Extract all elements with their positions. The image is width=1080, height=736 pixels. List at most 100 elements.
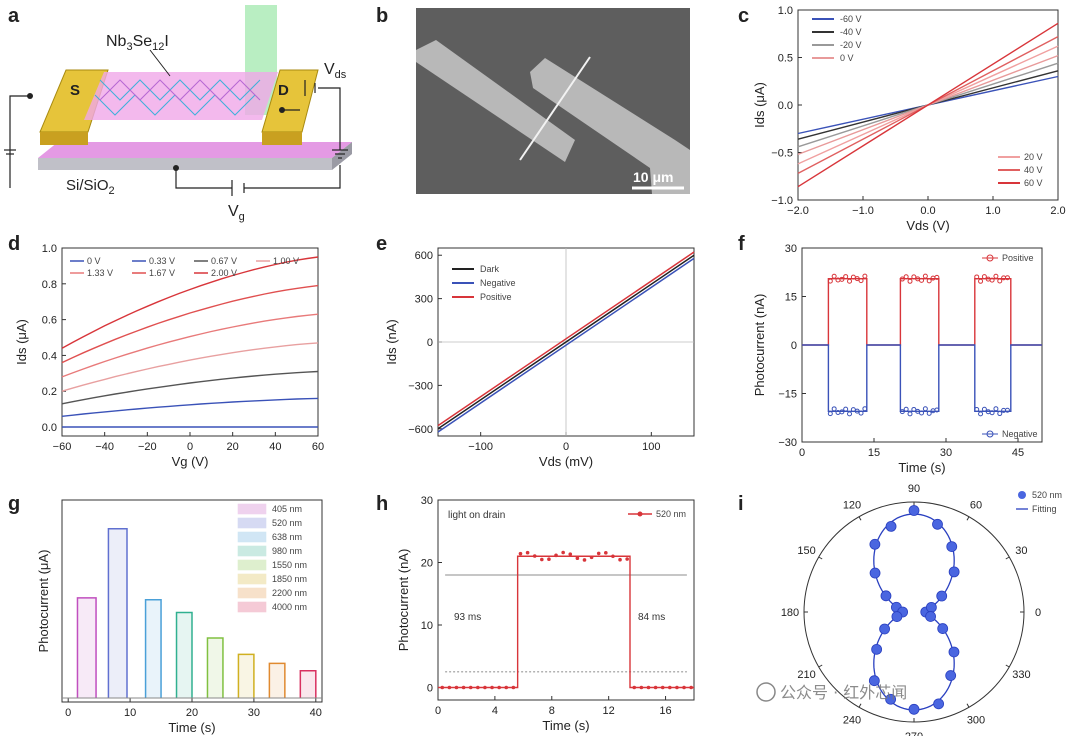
data-marker	[554, 553, 558, 558]
y-tick-label: 0.0	[42, 422, 57, 434]
data-marker	[653, 685, 658, 690]
data-point	[932, 518, 943, 530]
data-marker	[978, 278, 984, 284]
y-tick-label: −1.0	[771, 195, 793, 207]
data-marker	[978, 411, 984, 417]
data-point	[946, 541, 958, 553]
series-line	[437, 257, 695, 433]
panel-letter-b: b	[376, 5, 388, 27]
sem-electrode-left	[416, 40, 575, 162]
data-marker	[847, 411, 853, 417]
data-point	[925, 611, 936, 622]
pulse-fill	[108, 528, 127, 698]
legend-label: -20 V	[840, 40, 862, 50]
sem-image: 10 μm	[416, 8, 690, 194]
data-marker	[907, 278, 913, 284]
panel-letter-d: d	[8, 233, 20, 255]
data-marker	[862, 273, 868, 279]
chart-d: −60 −40 −20 0 20 40 60 0.0 0.2 0.4 0.6 0.8 1.0 Vg (V)…	[14, 243, 324, 469]
x-tick-label: 45	[1012, 447, 1024, 459]
data-marker	[561, 550, 565, 555]
panel-letter-g: g	[8, 493, 20, 515]
data-marker	[440, 685, 445, 690]
series-line	[61, 284, 319, 364]
legend-label: 1.33 V	[87, 268, 113, 278]
panel-letter-a: a	[8, 5, 20, 27]
chart-g: 0 10 20 30 40 Time (s) Photocurrent (μA) 405 nm…	[36, 499, 323, 735]
legend-label: 2200 nm	[272, 588, 307, 598]
data-marker	[922, 273, 928, 279]
pulse-fill	[77, 597, 97, 698]
device-schematic: S D Nb3Se12I Vds Si/SiO2 Vg	[4, 5, 352, 223]
x-tick-label: 40	[269, 441, 281, 453]
legend-swatch	[237, 573, 267, 585]
legend-label: 405 nm	[272, 504, 302, 514]
data-marker	[903, 406, 909, 412]
x-axis-label: Vds (V)	[906, 218, 949, 233]
data-point	[868, 675, 880, 687]
data-marker	[454, 685, 459, 690]
sem-nanowire	[519, 56, 591, 161]
x-tick-label: 100	[642, 441, 660, 453]
data-point	[879, 623, 891, 635]
data-marker	[468, 685, 473, 690]
data-marker	[997, 411, 1003, 417]
pulse	[76, 597, 97, 698]
negative-trace	[802, 344, 1042, 412]
x-tick-label: 15	[868, 447, 880, 459]
legend-label: Positive	[480, 292, 512, 302]
data-marker	[993, 406, 999, 412]
rise-time-label: 93 ms	[454, 612, 481, 623]
legend-label: 40 V	[1024, 165, 1043, 175]
panel-letter-c: c	[738, 5, 749, 27]
data-point	[891, 611, 903, 622]
data-point	[908, 703, 920, 715]
data-marker	[899, 276, 905, 282]
pulse-fill	[269, 663, 285, 698]
positive-trace	[802, 278, 1042, 346]
data-marker	[568, 552, 573, 556]
x-tick-label: 10	[124, 707, 136, 719]
y-tick-label: 1.0	[778, 5, 793, 17]
annotation: light on drain	[448, 510, 505, 521]
data-marker	[926, 278, 932, 284]
y-axis-label: Photocurrent (μA)	[36, 550, 51, 653]
series-line	[61, 256, 319, 349]
data-marker	[540, 557, 544, 562]
wechat-icon	[756, 682, 776, 702]
legend-marker	[637, 511, 643, 517]
data-marker	[668, 685, 672, 690]
y-tick-label: 0.4	[42, 350, 57, 362]
data-point	[880, 590, 892, 602]
angle-tick	[966, 516, 970, 521]
substrate-label: Si/SiO2	[66, 177, 115, 197]
angle-label: 90	[908, 483, 920, 495]
legend-marker	[1018, 491, 1026, 499]
pulse	[299, 669, 317, 698]
y-tick-label: 0.0	[778, 100, 793, 112]
y-tick-label: 0.8	[42, 279, 57, 291]
data-marker	[831, 406, 837, 412]
data-marker	[926, 410, 932, 416]
pulse-fill	[238, 654, 254, 698]
angle-tick	[966, 703, 970, 708]
angle-label: 180	[781, 607, 799, 619]
legend-label: Negative	[1002, 429, 1038, 439]
data-marker	[604, 551, 608, 555]
data-marker	[862, 406, 868, 412]
y-tick-label: −30	[778, 437, 797, 449]
watermark-text: 公众号 · 红外芯闻	[780, 683, 907, 702]
y-tick-label: −300	[408, 380, 433, 392]
panel-letter-i: i	[738, 493, 744, 515]
data-point	[933, 698, 945, 710]
y-axis-label: Ids (nA)	[384, 319, 399, 365]
data-point	[869, 538, 881, 550]
legend-label: 0 V	[840, 53, 854, 63]
data-marker	[854, 276, 860, 282]
angle-label: 300	[967, 714, 985, 726]
legend-label: 0 V	[87, 256, 101, 266]
x-tick-label: 8	[549, 705, 555, 717]
data-marker	[839, 409, 845, 415]
y-tick-label: 20	[421, 558, 433, 570]
